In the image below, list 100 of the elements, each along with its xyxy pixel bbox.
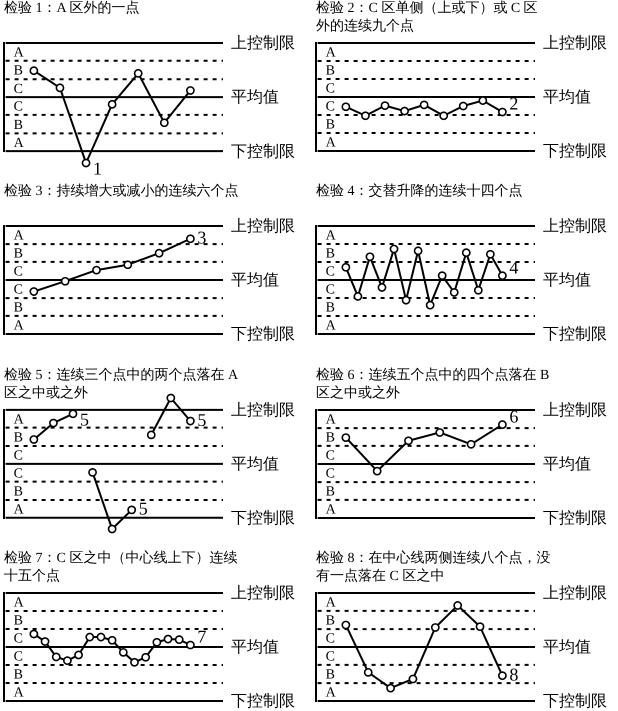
text: C [14, 650, 23, 665]
annotation: C [326, 100, 335, 115]
point [426, 301, 435, 310]
point [127, 505, 136, 514]
annotation: 5 [80, 409, 89, 430]
point [372, 466, 382, 476]
point [430, 623, 440, 632]
annotation: B [14, 430, 23, 446]
annotation: C [326, 650, 335, 665]
annotation: A [14, 229, 25, 244]
annotation: C [14, 100, 23, 115]
text: B [326, 64, 335, 79]
text: 4 [509, 258, 518, 278]
text: B [326, 118, 335, 133]
text: B [14, 614, 23, 629]
point [450, 288, 459, 298]
text: A [14, 596, 25, 611]
point [402, 296, 410, 305]
point [82, 158, 90, 168]
point [88, 468, 97, 477]
ref-line-label: 平均值 [543, 270, 591, 290]
point [29, 66, 38, 76]
text: A [326, 502, 337, 518]
text: A [14, 686, 25, 701]
point [186, 640, 195, 650]
annotation: 2 [509, 94, 518, 114]
ref-line-label: 下控制限 [231, 324, 295, 344]
point [154, 249, 164, 258]
text: A [326, 319, 337, 334]
ref-line-label: 上控制限 [231, 216, 295, 236]
annotation: 5 [138, 498, 148, 519]
annotation: A [326, 686, 337, 701]
point [60, 277, 70, 286]
point [63, 656, 72, 666]
point [123, 260, 132, 270]
ref-line-label: 平均值 [543, 637, 591, 656]
point [108, 636, 117, 645]
text: C [326, 82, 335, 97]
point [166, 394, 176, 402]
point [435, 428, 444, 437]
point [366, 252, 374, 262]
annotation: 5 [197, 410, 206, 430]
chart-title: 检验 7：C 区之中（中心线上下）连续十五个点 [4, 551, 238, 584]
annotation: C [14, 264, 23, 280]
ref-line-label: 下控制限 [231, 508, 295, 527]
ref-line-label: 平均值 [231, 454, 279, 473]
text: 7 [197, 626, 206, 647]
point [29, 630, 38, 639]
point [118, 648, 128, 657]
annotation: A [326, 412, 337, 428]
point [341, 432, 350, 442]
annotation: B [326, 668, 335, 683]
ref-line-label: 上控制限 [543, 400, 607, 419]
ref-line-label: 平均值 [231, 270, 279, 290]
point [486, 250, 495, 260]
chart-title: 检验 5：连续三个点中的两个点落在 A 区之中或之外 [4, 368, 238, 401]
point [341, 102, 350, 112]
ref-line-label: 下控制限 [231, 691, 295, 710]
ref-line-label: 上控制限 [543, 33, 607, 52]
point [52, 652, 61, 662]
ref-line-label: 下控制限 [543, 141, 607, 160]
point [453, 601, 462, 610]
point [141, 653, 150, 662]
point [476, 622, 484, 632]
point [498, 420, 507, 429]
annotation: A [14, 502, 25, 518]
point [40, 637, 50, 646]
ref-line-label: 平均值 [231, 637, 279, 656]
text: A [326, 46, 337, 61]
point [466, 440, 476, 448]
text: B [14, 668, 23, 683]
ref-line-label: 下控制限 [231, 141, 295, 160]
point [380, 101, 390, 110]
point [439, 111, 448, 120]
annotation: B [326, 614, 335, 629]
text: B [326, 301, 335, 316]
point [354, 292, 362, 302]
point [498, 671, 507, 680]
point [49, 418, 58, 428]
annotation: B [14, 118, 23, 133]
ref-line-label: 上控制限 [231, 400, 295, 419]
point [108, 524, 117, 534]
point [160, 118, 169, 128]
point [400, 106, 409, 116]
annotation: C [14, 466, 23, 482]
point [386, 684, 395, 693]
point [458, 102, 468, 110]
chart-title: 检验 1：A 区外的一点 [4, 0, 140, 18]
point [174, 635, 184, 644]
ref-line-label: 平均值 [543, 454, 591, 473]
annotation: C [14, 448, 23, 464]
point [186, 234, 195, 244]
annotation: A [14, 412, 25, 428]
ref-line-label: 平均值 [231, 87, 279, 106]
annotation: 6 [509, 406, 518, 426]
chart-title: 检验 8：在中心线两侧连续八个点，没有一点落在 C 区之中 [316, 551, 550, 584]
annotation: B [14, 484, 23, 500]
point [146, 430, 156, 440]
annotation: A [14, 136, 25, 151]
annotation: C [14, 283, 23, 298]
